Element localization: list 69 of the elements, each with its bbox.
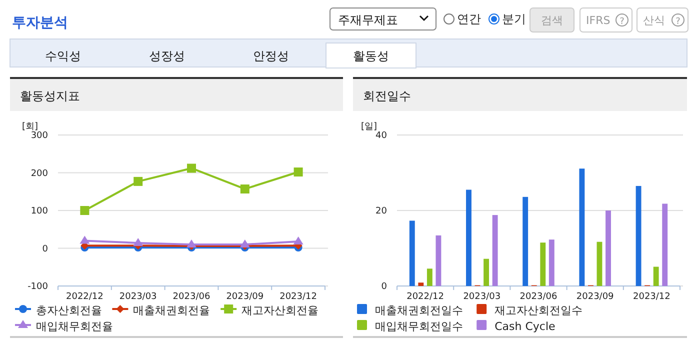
legend-label: 재고자산회전율 <box>242 304 319 317</box>
bar <box>548 240 554 286</box>
legend-label: Cash Cycle <box>494 320 556 333</box>
y-tick-label: 100 <box>30 206 48 216</box>
bar <box>426 268 432 286</box>
point <box>294 167 303 176</box>
y-tick-label: 0 <box>381 282 388 292</box>
chart-title: 회전일수 <box>363 89 411 103</box>
bar <box>662 204 668 286</box>
legend-label: 총자산회전율 <box>36 304 102 317</box>
x-tick-label: 2023/06 <box>172 292 210 302</box>
bar <box>653 266 659 286</box>
text: 안정성 <box>253 49 289 63</box>
legend-label: 재고자산회전일수 <box>494 304 583 317</box>
x-tick-label: 2023/03 <box>119 292 157 302</box>
y-tick-label: 40 <box>376 131 388 141</box>
x-tick-label: 2023/12 <box>633 292 670 302</box>
x-tick-label: 2022/12 <box>66 292 104 302</box>
bar <box>484 258 490 286</box>
bar <box>540 242 546 286</box>
bar <box>522 196 528 286</box>
text: 검색 <box>541 14 563 27</box>
bar <box>596 242 602 286</box>
text: 성장성 <box>149 49 185 63</box>
point <box>187 164 196 173</box>
legend-label: 매입채무회전일수 <box>375 320 463 333</box>
text: 활동성 <box>353 49 389 63</box>
bar <box>436 235 442 286</box>
point <box>240 184 250 194</box>
point <box>80 206 90 215</box>
x-tick-label: 2023/03 <box>463 292 501 302</box>
y-tick-label: 20 <box>376 206 388 216</box>
y-axis-title: [일] <box>361 122 378 132</box>
bar <box>579 168 585 286</box>
point <box>240 239 250 248</box>
x-tick-label: 2023/06 <box>520 292 558 302</box>
y-tick-label: 300 <box>30 131 48 141</box>
bar <box>466 190 472 286</box>
legend-label: 매출채권회전율 <box>133 304 210 317</box>
bar <box>606 210 611 286</box>
legend-label: 매입채무회전율 <box>36 320 113 333</box>
x-tick-label: 2023/09 <box>226 292 264 302</box>
bar <box>409 220 415 286</box>
legend-label: 매출채권회전일수 <box>375 304 463 317</box>
point <box>133 238 144 246</box>
text: 수익성 <box>45 49 81 63</box>
text: ? <box>620 17 625 27</box>
text: 연간 <box>457 12 481 26</box>
y-tick-label: 0 <box>42 244 48 254</box>
bar <box>492 215 498 286</box>
text: 투자분석 <box>12 15 68 31</box>
text: 주재무제표 <box>338 13 398 27</box>
y-axis-title: [회] <box>22 122 38 132</box>
text: IFRS <box>586 14 610 27</box>
point <box>186 239 196 248</box>
point <box>80 236 90 244</box>
point <box>293 236 304 244</box>
y-tick-label: 200 <box>30 168 48 179</box>
x-tick-label: 2023/12 <box>280 292 317 302</box>
y-tick-label: -100 <box>28 282 48 292</box>
bar <box>418 282 424 286</box>
bar <box>636 186 642 286</box>
text: 분기 <box>502 12 526 26</box>
point <box>134 176 143 186</box>
text: ? <box>676 17 680 27</box>
x-tick-label: 2023/09 <box>576 292 614 302</box>
chart-title: 활동성지표 <box>20 89 80 103</box>
text: 산식 <box>643 14 665 27</box>
x-tick-label: 2022/12 <box>406 292 444 302</box>
